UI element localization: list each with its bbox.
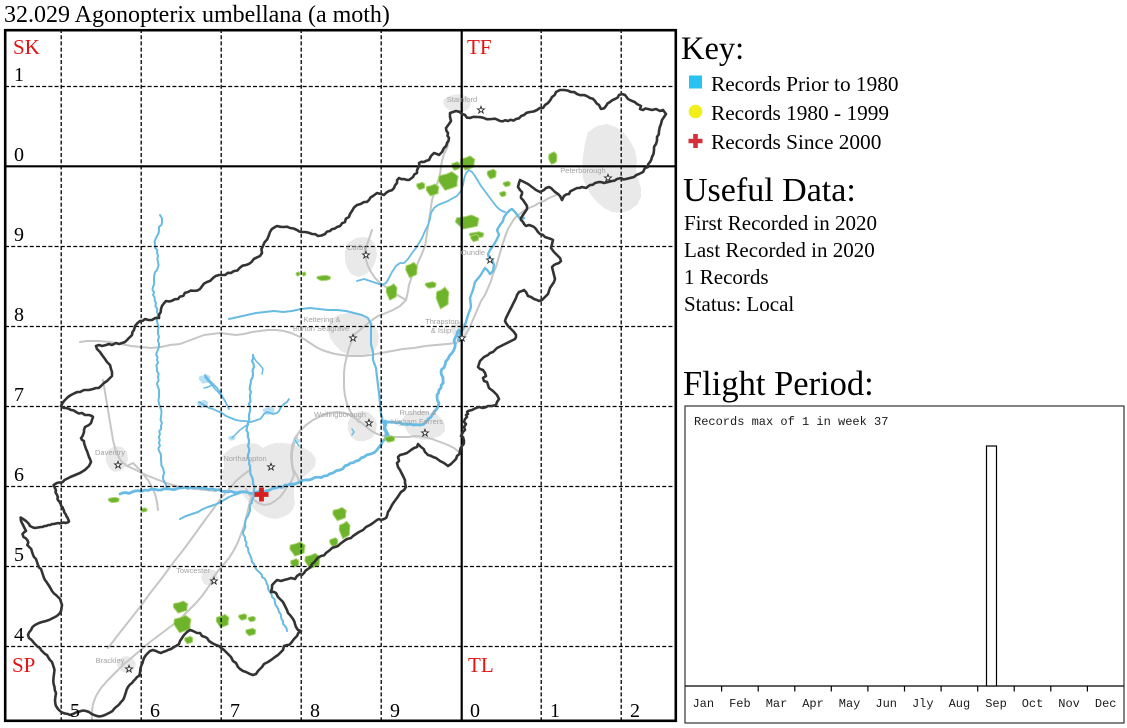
svg-text:Daventry: Daventry: [95, 448, 125, 457]
svg-text:4: 4: [14, 624, 24, 646]
svg-text:32.029 Agonopterix umbellana (: 32.029 Agonopterix umbellana (a moth): [4, 2, 390, 28]
svg-text:8: 8: [14, 304, 24, 326]
svg-text:Dec: Dec: [1095, 697, 1117, 711]
svg-text:First Recorded in 2020: First Recorded in 2020: [684, 211, 877, 235]
svg-text:Nov: Nov: [1058, 697, 1080, 711]
svg-text:Kettering &: Kettering &: [303, 315, 340, 324]
svg-text:Northampton: Northampton: [223, 454, 266, 463]
svg-text:Records 1980 - 1999: Records 1980 - 1999: [711, 101, 889, 125]
svg-text:0: 0: [14, 144, 24, 166]
svg-text:Apr: Apr: [802, 697, 824, 711]
svg-text:Records Prior to 1980: Records Prior to 1980: [711, 72, 899, 96]
svg-text:Last Recorded in 2020: Last Recorded in 2020: [684, 238, 875, 262]
svg-text:Stamford: Stamford: [447, 95, 477, 104]
svg-text:SP: SP: [12, 653, 35, 677]
svg-text:5: 5: [14, 544, 24, 566]
svg-text:Aug: Aug: [949, 697, 971, 711]
svg-text:7: 7: [230, 700, 240, 722]
svg-text:Oct: Oct: [1022, 697, 1044, 711]
svg-text:Towcester: Towcester: [176, 566, 210, 575]
svg-text:Burton Seagrave: Burton Seagrave: [293, 324, 349, 333]
svg-text:Sep: Sep: [985, 697, 1007, 711]
svg-text:9: 9: [14, 224, 24, 246]
svg-text:Key:: Key:: [681, 31, 744, 67]
svg-text:Jun: Jun: [875, 697, 897, 711]
svg-text:Wellingborough: Wellingborough: [314, 410, 366, 419]
svg-text:TL: TL: [468, 653, 494, 677]
svg-text:Status: Local: Status: Local: [684, 292, 794, 316]
svg-text:1 Records: 1 Records: [684, 265, 769, 289]
svg-text:6: 6: [150, 700, 160, 722]
svg-text:0: 0: [470, 700, 480, 722]
svg-text:Brackley: Brackley: [96, 656, 125, 665]
svg-text:Jan: Jan: [692, 697, 714, 711]
svg-text:2: 2: [630, 700, 640, 722]
svg-text:& Islip: & Islip: [431, 326, 451, 335]
svg-text:TF: TF: [467, 35, 492, 59]
svg-text:Oundle: Oundle: [461, 248, 485, 257]
svg-text:Rushden &: Rushden &: [399, 408, 436, 417]
svg-text:Jly: Jly: [912, 697, 934, 711]
svg-text:SK: SK: [13, 35, 40, 59]
svg-text:Records Since 2000: Records Since 2000: [711, 130, 881, 154]
svg-text:6: 6: [14, 464, 24, 486]
svg-text:Thrapston: Thrapston: [425, 317, 459, 326]
svg-text:Corby: Corby: [347, 243, 367, 252]
svg-text:8: 8: [310, 700, 320, 722]
svg-text:Useful Data:: Useful Data:: [683, 172, 856, 209]
svg-text:Flight Period:: Flight Period:: [683, 365, 874, 403]
svg-text:Peterborough: Peterborough: [560, 166, 605, 175]
svg-text:Feb: Feb: [729, 697, 751, 711]
svg-text:1: 1: [550, 700, 560, 722]
svg-text:9: 9: [390, 700, 400, 722]
svg-text:5: 5: [70, 700, 80, 722]
svg-text:May: May: [839, 697, 861, 711]
svg-text:Mar: Mar: [766, 697, 788, 711]
svg-text:7: 7: [14, 384, 24, 406]
svg-text:1: 1: [14, 64, 24, 86]
svg-text:Higham Ferrers: Higham Ferrers: [391, 417, 443, 426]
svg-text:Records max of 1 in week 37: Records max of 1 in week 37: [694, 415, 888, 429]
